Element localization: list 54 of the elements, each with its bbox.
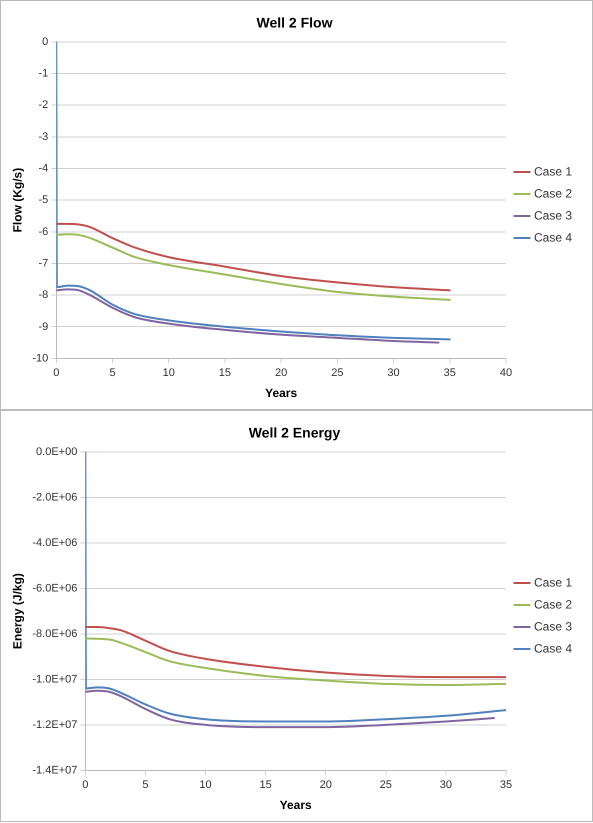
line-series xyxy=(56,233,451,301)
x-tick-label: 40 xyxy=(500,367,512,380)
y-tick-label: -10 xyxy=(32,352,48,364)
legend-label: Case 2 xyxy=(534,186,572,200)
y-tick-label: -7 xyxy=(38,257,48,270)
y-tick-label: 0.0E+00 xyxy=(36,446,78,458)
line-series xyxy=(56,288,440,344)
x-tick-label: 5 xyxy=(142,779,149,792)
y-tick-label: -1.4E+07 xyxy=(32,764,78,776)
legend-label: Case 2 xyxy=(534,597,572,612)
legend-label: Case 1 xyxy=(534,164,572,178)
x-axis-title: Years xyxy=(280,798,312,812)
x-tick-label: 10 xyxy=(199,779,212,792)
x-axis-title: Years xyxy=(265,386,298,400)
y-tick-label: -6.0E+06 xyxy=(32,582,78,594)
y-axis-title: Flow (Kg/s) xyxy=(10,168,25,232)
line-series xyxy=(85,690,495,728)
y-tick-label: -3 xyxy=(38,130,48,143)
legend-label: Case 4 xyxy=(534,641,572,656)
legend-label: Case 1 xyxy=(534,575,572,590)
x-tick-label: 10 xyxy=(162,367,175,380)
y-tick-label: 0 xyxy=(42,36,48,48)
y-tick-label: -1.2E+07 xyxy=(32,718,78,731)
y-tick-label: -1.0E+07 xyxy=(32,673,78,686)
y-tick-label: -8.0E+06 xyxy=(32,628,78,640)
x-tick-label: 30 xyxy=(440,779,452,792)
y-tick-label: -9 xyxy=(38,320,48,333)
line-series xyxy=(56,222,451,292)
y-tick-label: -6 xyxy=(38,226,48,238)
x-tick-label: 0 xyxy=(82,779,88,792)
x-tick-label: 5 xyxy=(109,367,116,380)
x-tick-label: 35 xyxy=(500,779,512,792)
x-tick-label: 15 xyxy=(218,367,232,380)
y-tick-label: -1 xyxy=(38,67,48,80)
y-tick-label: -4.0E+06 xyxy=(32,536,78,549)
y-tick-label: -2.0E+06 xyxy=(32,491,78,504)
x-tick-label: 15 xyxy=(259,779,272,792)
x-tick-label: 25 xyxy=(380,779,392,792)
y-tick-label: -4 xyxy=(38,162,48,174)
x-tick-label: 25 xyxy=(331,367,344,380)
y-tick-label: -2 xyxy=(38,99,48,112)
x-tick-label: 35 xyxy=(444,367,456,380)
x-tick-label: 20 xyxy=(320,779,332,792)
y-tick-label: -8 xyxy=(38,289,48,302)
chart-title: Well 2 Flow xyxy=(256,14,333,30)
legend-label: Case 3 xyxy=(534,619,572,634)
legend-label: Case 3 xyxy=(534,208,572,222)
line-series xyxy=(56,42,451,340)
x-tick-label: 20 xyxy=(275,367,288,380)
x-tick-label: 30 xyxy=(387,367,400,380)
y-tick-label: -5 xyxy=(38,194,48,206)
legend-label: Case 4 xyxy=(534,230,572,244)
y-axis-title: Energy (J/kg) xyxy=(10,573,25,650)
chart-title: Well 2 Energy xyxy=(248,424,340,440)
